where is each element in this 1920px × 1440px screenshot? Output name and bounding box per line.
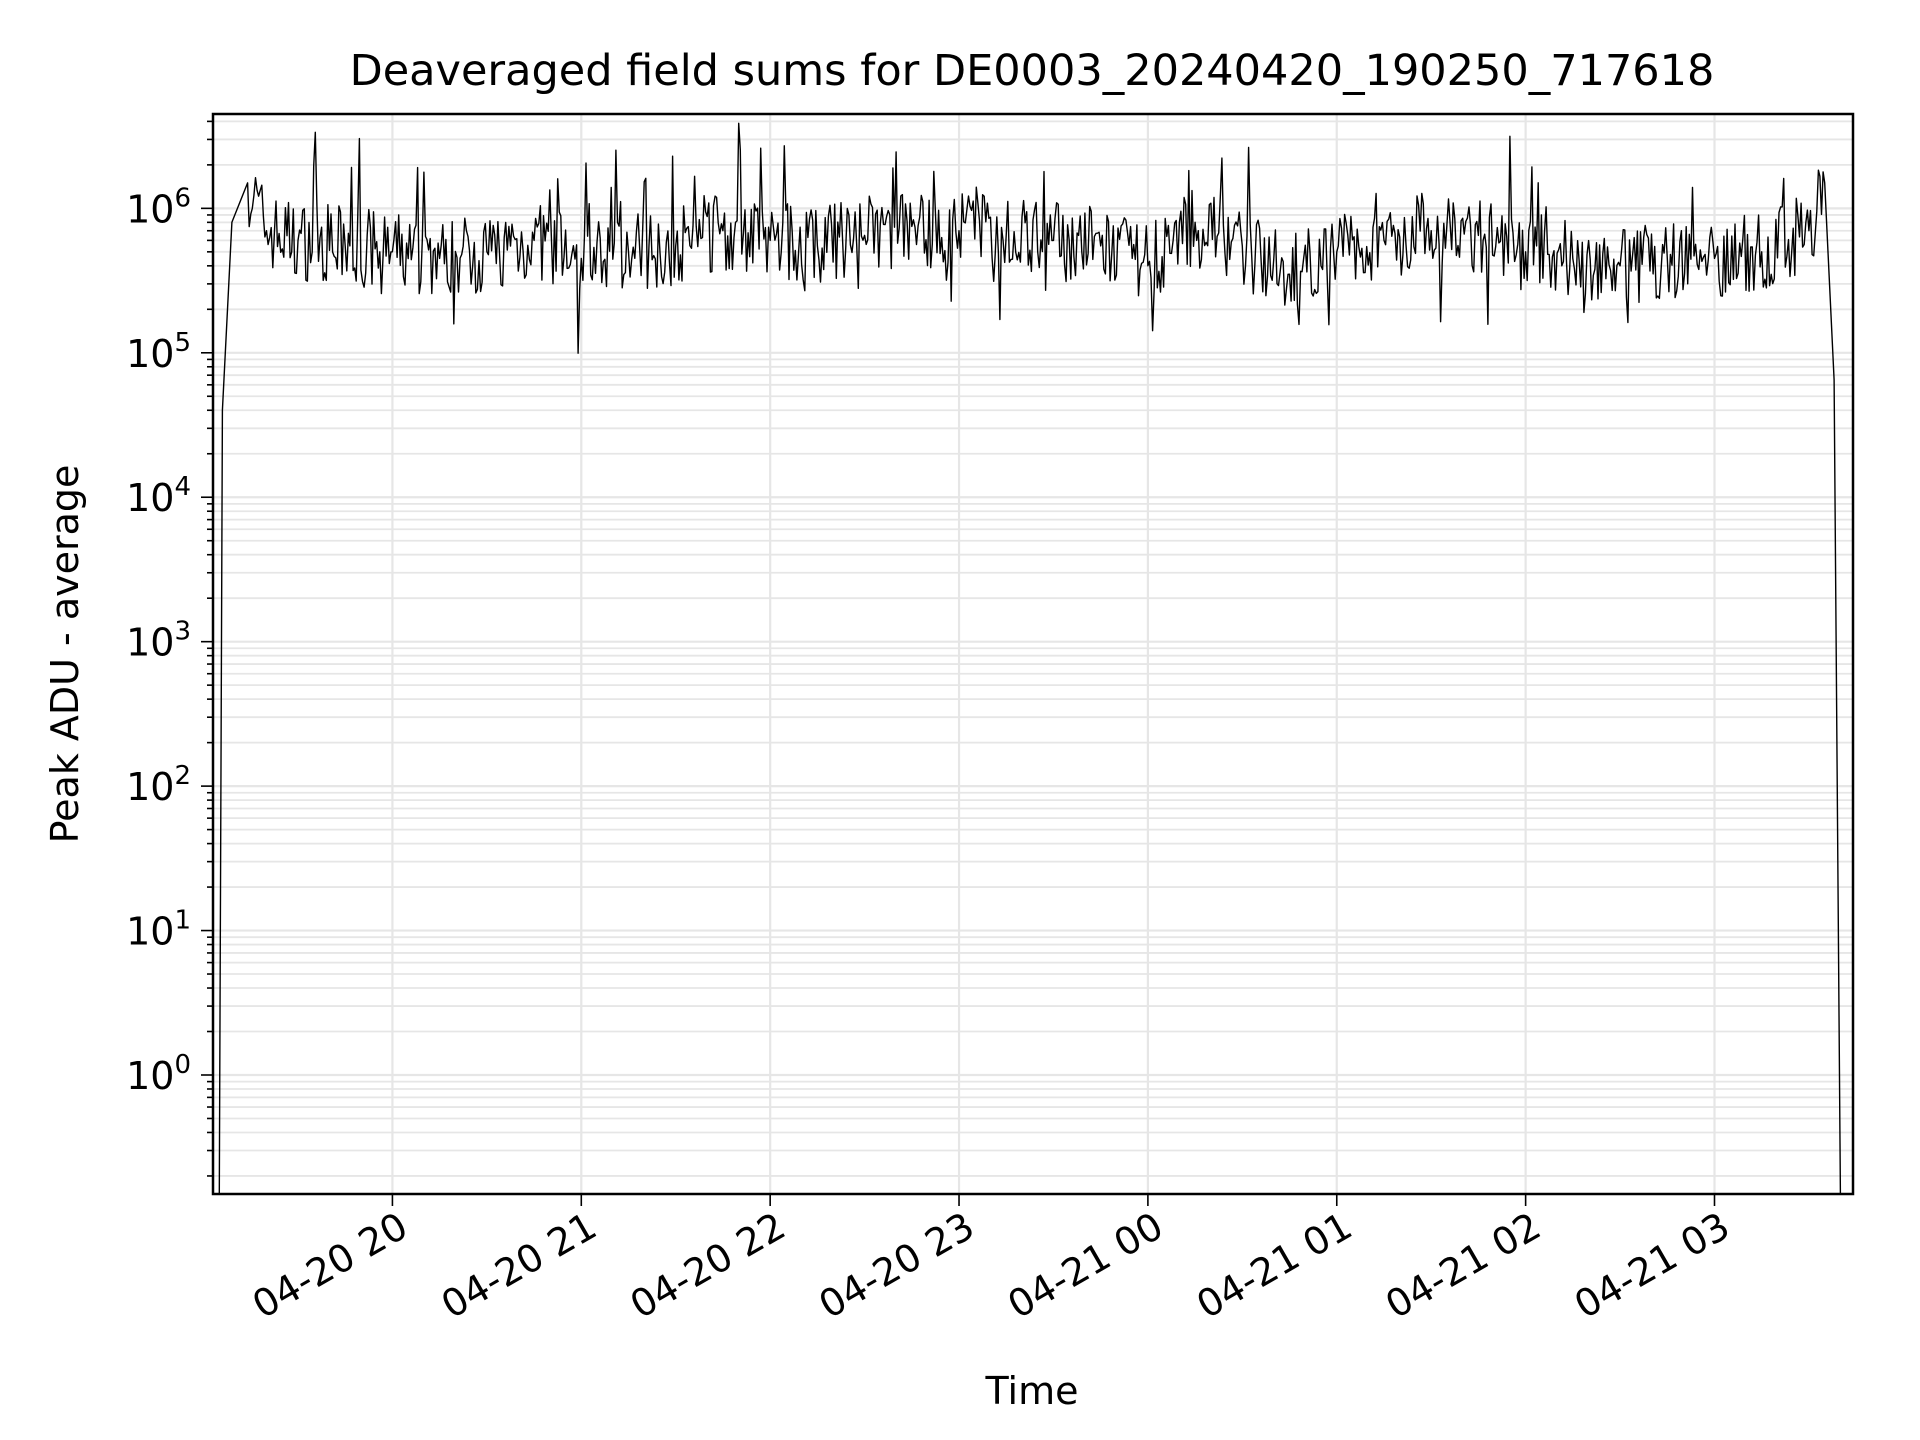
y-tick-label: 104 — [126, 472, 191, 520]
y-tick-label: 101 — [126, 906, 191, 954]
data-layer — [218, 122, 1842, 1195]
plot-area-frame — [211, 112, 1855, 1196]
x-axis-label: Time — [985, 1369, 1079, 1413]
y-tick-label: 105 — [126, 328, 191, 376]
y-tick-label: 102 — [126, 761, 191, 809]
chart-title: Deaveraged field sums for DE0003_2024042… — [350, 46, 1715, 96]
y-tick-label: 103 — [126, 617, 191, 665]
y-tick-label: 100 — [126, 1050, 191, 1098]
y-axis-label: Peak ADU - average — [43, 465, 87, 844]
series-line — [218, 122, 1842, 1195]
y-tick-label: 106 — [126, 183, 191, 231]
